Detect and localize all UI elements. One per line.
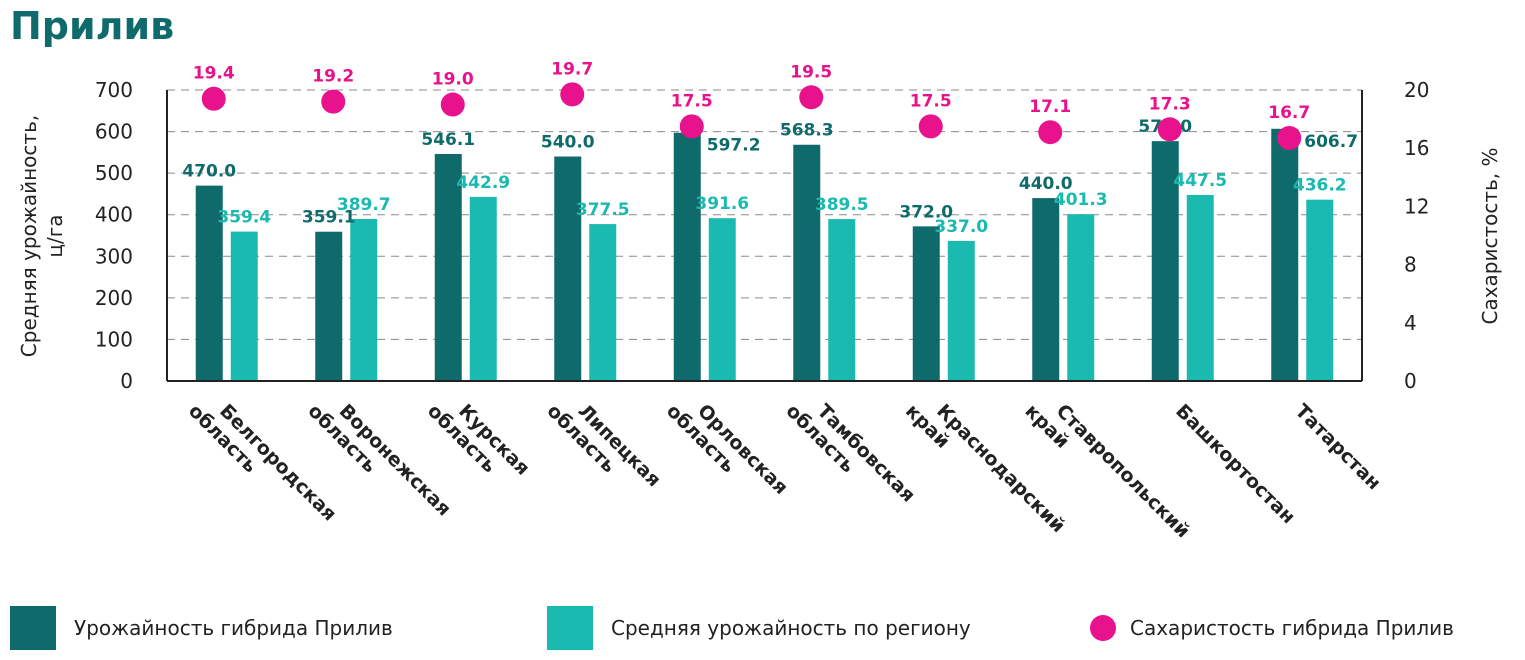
data-label-hybrid-yield: 440.0 <box>1019 174 1073 194</box>
y-tick-label: 100 <box>95 327 133 351</box>
x-tick-label-орловская-область: Орловскаяобласть <box>662 384 792 514</box>
data-label-sugar-content: 16.7 <box>1268 103 1310 123</box>
bar-hybrid-yield <box>315 231 343 381</box>
data-label-region-yield: 389.5 <box>815 195 869 215</box>
bar-hybrid-yield <box>912 226 940 381</box>
bar-region-yield <box>708 218 736 381</box>
marker-sugar-content <box>321 89 346 114</box>
y-tick-label: 400 <box>95 203 133 227</box>
legend-swatch-hybrid-yield <box>10 606 56 650</box>
y-tick-label: 0 <box>120 369 133 393</box>
data-label-region-yield: 337.0 <box>934 217 988 237</box>
bar-region-yield <box>1067 214 1095 381</box>
chart-title: Прилив <box>10 4 175 48</box>
marker-sugar-content <box>799 85 824 110</box>
y2-tick-label: 4 <box>1404 311 1417 335</box>
bar-hybrid-yield <box>1271 128 1299 381</box>
marker-sugar-content <box>1038 120 1063 145</box>
bar-hybrid-yield <box>195 185 223 381</box>
legend-item-hybrid-yield: Урожайность гибрида Прилив <box>10 606 393 650</box>
bar-region-yield <box>350 218 378 381</box>
legend-item-sugar-content: Сахаристость гибрида Прилив <box>1090 606 1454 650</box>
marker-sugar-content <box>679 114 704 139</box>
data-label-sugar-content: 19.5 <box>790 62 832 82</box>
legend-item-region-yield: Средняя урожайность по региону <box>547 606 971 650</box>
data-label-region-yield: 391.6 <box>695 194 749 214</box>
marker-sugar-content <box>918 114 943 139</box>
data-label-hybrid-yield: 359.1 <box>302 208 356 228</box>
y2-axis-title: Сахаристость, % <box>1478 147 1502 324</box>
data-label-hybrid-yield: 540.0 <box>541 133 595 153</box>
marker-sugar-content <box>440 92 465 117</box>
marker-sugar-content <box>1157 117 1182 142</box>
y-tick-label: 500 <box>95 161 133 185</box>
y-tick-label: 300 <box>95 244 133 268</box>
legend-label-hybrid-yield: Урожайность гибрида Прилив <box>74 616 393 640</box>
data-label-region-yield: 401.3 <box>1054 190 1108 210</box>
bar-hybrid-yield <box>1151 141 1179 381</box>
y2-tick-label: 0 <box>1404 369 1417 393</box>
bar-region-yield <box>947 240 975 381</box>
data-label-sugar-content: 19.4 <box>193 64 235 84</box>
bar-hybrid-yield <box>554 156 582 381</box>
bar-region-yield <box>1186 194 1214 381</box>
x-tick-label-тамбовская-область: Тамбовскаяобласть <box>782 384 920 522</box>
y2-tick-label: 16 <box>1404 136 1429 160</box>
data-label-sugar-content: 19.7 <box>551 59 593 79</box>
data-label-region-yield: 359.4 <box>217 208 271 228</box>
data-label-sugar-content: 17.1 <box>1029 97 1071 117</box>
bar-region-yield <box>828 219 856 381</box>
data-label-sugar-content: 17.5 <box>671 91 713 111</box>
bar-region-yield <box>469 196 497 381</box>
data-label-sugar-content: 19.2 <box>312 67 354 87</box>
data-label-hybrid-yield: 546.1 <box>421 130 475 150</box>
bar-hybrid-yield <box>793 144 821 381</box>
data-label-region-yield: 377.5 <box>576 200 630 220</box>
legend-marker-sugar-content <box>1090 615 1116 641</box>
legend-label-region-yield: Средняя урожайность по региону <box>611 616 971 640</box>
marker-sugar-content <box>1277 126 1302 151</box>
x-tick-label-татарстан: Татарстан <box>1291 400 1385 494</box>
data-label-region-yield: 389.7 <box>337 195 391 215</box>
bar-region-yield <box>230 231 258 381</box>
data-label-hybrid-yield: 470.0 <box>182 162 236 182</box>
y2-tick-label: 12 <box>1404 194 1429 218</box>
x-tick-label-башкортостан: Башкортостан <box>1171 400 1299 528</box>
legend-swatch-region-yield <box>547 606 593 650</box>
y2-tick-label: 20 <box>1404 78 1429 102</box>
y-tick-label: 200 <box>95 286 133 310</box>
y-tick-label: 600 <box>95 120 133 144</box>
data-label-sugar-content: 17.5 <box>910 91 952 111</box>
data-label-region-yield: 436.2 <box>1293 176 1347 196</box>
bar-hybrid-yield <box>673 132 701 381</box>
data-label-sugar-content: 19.0 <box>432 70 474 90</box>
bar-region-yield <box>589 224 617 381</box>
data-label-hybrid-yield: 597.2 <box>707 136 761 156</box>
x-tick-label-курская-область: Курскаяобласть <box>423 384 534 495</box>
marker-sugar-content <box>201 86 226 111</box>
x-tick-label-липецкая-область: Липецкаяобласть <box>543 384 665 506</box>
data-label-hybrid-yield: 372.0 <box>899 202 953 222</box>
y-tick-label: 700 <box>95 78 133 102</box>
chart-plot: 0 100 200 300 400 500 600 700 0 4 8 12 16 20 Средняя у… <box>17 59 1502 557</box>
data-label-hybrid-yield: 568.3 <box>780 121 834 141</box>
data-label-region-yield: 442.9 <box>456 173 510 193</box>
marker-sugar-content <box>560 82 585 107</box>
bar-hybrid-yield <box>1032 198 1060 381</box>
bar-region-yield <box>1306 199 1334 381</box>
y2-tick-label: 8 <box>1404 253 1417 277</box>
data-label-region-yield: 447.5 <box>1173 171 1227 191</box>
legend-label-sugar-content: Сахаристость гибрида Прилив <box>1130 616 1454 640</box>
y-axis-title: Средняя урожайность, ц/га <box>17 115 67 357</box>
bar-hybrid-yield <box>434 153 462 381</box>
data-label-sugar-content: 17.3 <box>1149 94 1191 114</box>
data-label-hybrid-yield: 606.7 <box>1304 132 1358 152</box>
x-tick-label-ставропольский-край: Ставропольскийкрай <box>1021 384 1194 557</box>
